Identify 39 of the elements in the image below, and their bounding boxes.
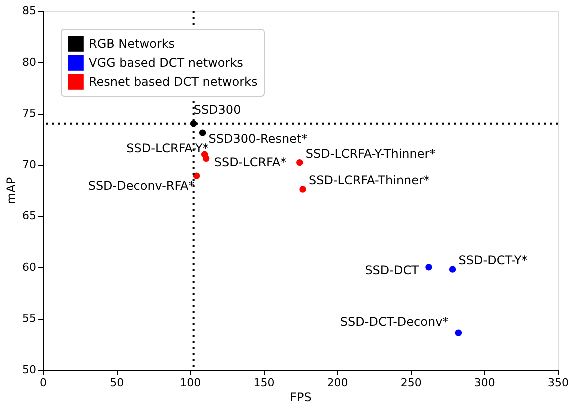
- x-tick-label: 250: [400, 376, 422, 390]
- x-axis-title: FPS: [290, 390, 312, 404]
- point: [449, 266, 456, 273]
- annotation: SSD-DCT-Y*: [458, 253, 528, 268]
- point: [193, 172, 200, 180]
- y-axis-title: mAP: [4, 177, 19, 205]
- y-tick-label: 75: [22, 107, 36, 120]
- annotation: SSD-LCRFA-Thinner*: [309, 173, 430, 188]
- legend-label: VGG based DCT networks: [89, 56, 244, 70]
- y-tick-label: 70: [22, 158, 36, 172]
- y-tick-label: 85: [22, 4, 36, 18]
- point: [202, 155, 210, 162]
- x-tick-label: 50: [110, 376, 124, 390]
- annotation: SSD-DCT-Deconv*: [340, 315, 449, 330]
- annotation: SSD-LCRFA-Y-Thinner*: [306, 146, 436, 161]
- annotation: SSD300-Resnet*: [208, 132, 308, 146]
- y-tick-label: 65: [22, 210, 36, 223]
- y-tick-label: 60: [22, 260, 36, 274]
- point: [296, 159, 304, 166]
- y-tick-label: 55: [22, 312, 36, 326]
- y-tick-label: 80: [22, 56, 36, 69]
- legend-label: Resnet based DCT networks: [89, 75, 258, 89]
- legend-label: RGB Networks: [89, 37, 176, 51]
- x-tick-label: 0: [40, 376, 47, 390]
- x-tick-label: 100: [180, 376, 202, 390]
- annotation: SSD-LCRFA*: [214, 156, 287, 170]
- point: [199, 130, 206, 136]
- y-tick-label: 50: [22, 364, 36, 376]
- x-tick-label: 150: [254, 376, 275, 390]
- annotation: SSD-DCT: [365, 263, 420, 278]
- annotation: SSD300: [194, 102, 242, 117]
- annotation: SSD-Deconv-RFA*: [88, 179, 195, 194]
- point: [455, 330, 462, 336]
- point: [300, 186, 306, 193]
- x-tick-label: 350: [548, 376, 569, 390]
- x-tick-label: 300: [474, 376, 496, 390]
- x-tick-label: 200: [327, 376, 348, 390]
- point: [426, 264, 432, 271]
- annotation: SSD-LCRFA-Y*: [126, 142, 209, 156]
